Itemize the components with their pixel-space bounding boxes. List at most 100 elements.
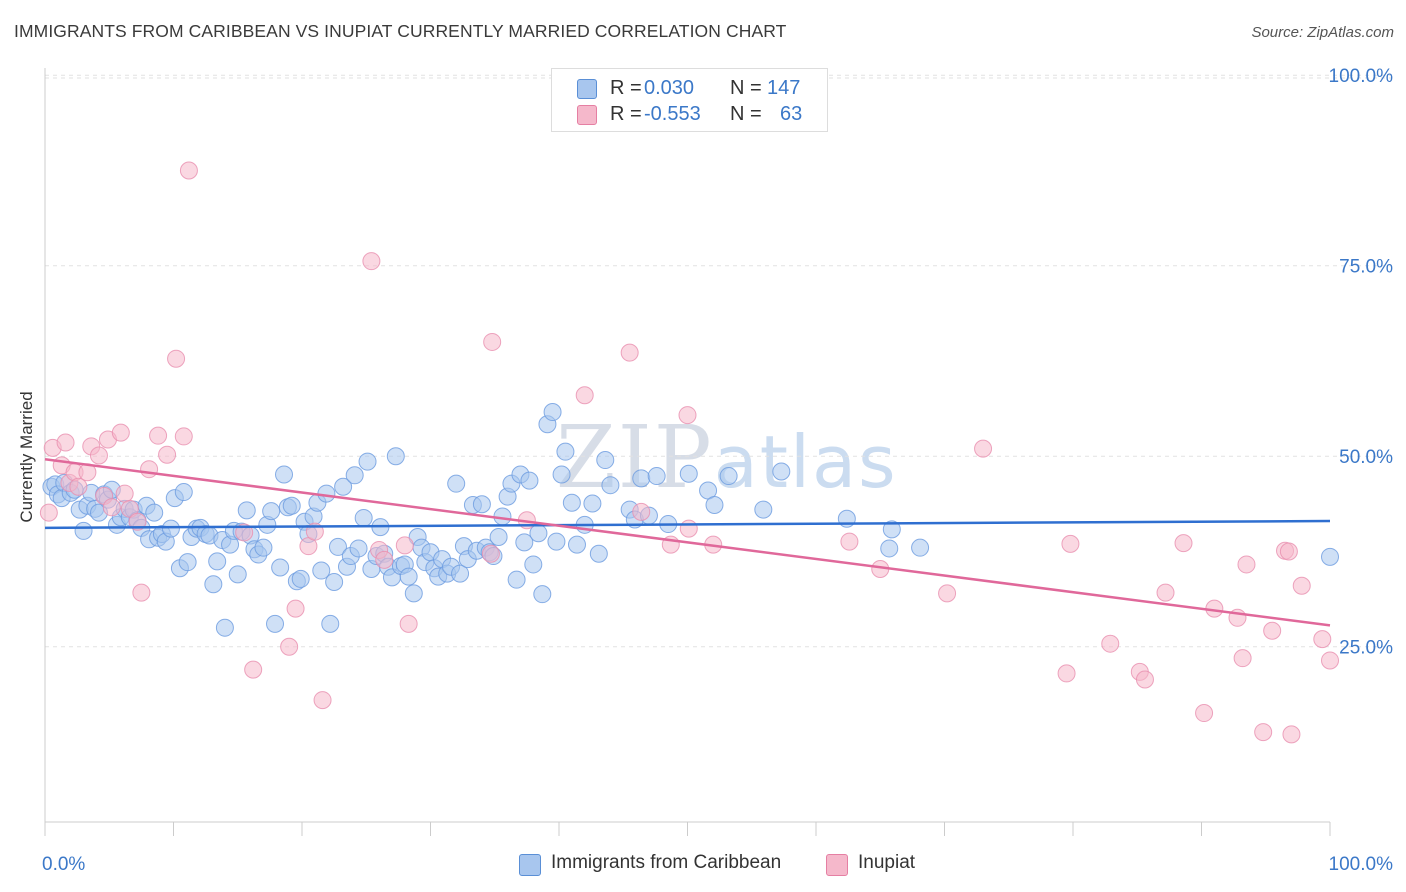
inupiat-point (840, 532, 859, 551)
caribbean-point (647, 467, 666, 486)
caribbean-point (275, 465, 294, 484)
inupiat-point (938, 584, 957, 603)
caribbean-point (262, 502, 281, 521)
chart-title: IMMIGRANTS FROM CARIBBEAN VS INUPIAT CUR… (14, 21, 787, 41)
inupiat-point (679, 519, 698, 538)
caribbean-point (472, 495, 491, 514)
watermark-atlas: atlas (713, 420, 898, 504)
inupiat-trend-line (44, 458, 1331, 627)
inupiat-point (132, 583, 151, 602)
x-tick-label: 100.0% (1329, 854, 1394, 875)
caribbean-point (317, 484, 336, 503)
caribbean-point (632, 469, 651, 488)
n-label: N = (730, 77, 762, 99)
inupiat-point (575, 386, 594, 405)
stats-legend: R = 0.030 N = 147 R = -0.553 N = 63 (551, 68, 828, 132)
caribbean-point (547, 532, 566, 551)
caribbean-point (174, 483, 193, 502)
inupiat-point (620, 343, 639, 362)
caribbean-point (772, 462, 791, 481)
caribbean-legend-swatch (519, 854, 541, 876)
r-value: 0.030 (644, 77, 695, 99)
inupiat-point (1263, 621, 1282, 640)
caribbean-point (161, 519, 180, 538)
caribbean-point (880, 539, 899, 558)
n-label: N = (730, 103, 762, 125)
watermark-zip: ZIP (556, 408, 714, 508)
caribbean-point (74, 521, 93, 540)
inupiat-point (115, 484, 134, 503)
inupiat-point (56, 433, 75, 452)
r-label: R = (610, 77, 642, 99)
caribbean-point (325, 572, 344, 591)
caribbean-point (507, 570, 526, 589)
caribbean-point (328, 537, 347, 556)
caribbean-point (254, 538, 273, 557)
caribbean-point (754, 500, 773, 519)
caribbean-swatch (577, 79, 597, 99)
caribbean-point (705, 496, 724, 515)
y-tick-label: 100.0% (1329, 66, 1394, 87)
inupiat-point (1195, 704, 1214, 723)
caribbean-point (291, 569, 310, 588)
caribbean-point (345, 466, 364, 485)
caribbean-point (567, 535, 586, 554)
inupiat-point (1061, 534, 1080, 553)
caribbean-point (354, 508, 373, 527)
stats-row-inupiat: R = -0.553 N = 63 (552, 100, 827, 128)
caribbean-point (334, 477, 353, 496)
caribbean-point (266, 614, 285, 633)
caribbean-point (524, 555, 543, 574)
caribbean-point (271, 558, 290, 577)
caribbean-point (543, 403, 562, 422)
inupiat-point (313, 691, 332, 710)
caribbean-point (404, 584, 423, 603)
inupiat-point (399, 614, 418, 633)
inupiat-point (1321, 651, 1339, 670)
caribbean-point (208, 552, 227, 571)
inupiat-point (1101, 634, 1120, 653)
inupiat-point (158, 445, 177, 464)
inupiat-point (1282, 725, 1301, 744)
caribbean-point (178, 553, 197, 572)
inupiat-point (362, 252, 381, 271)
caribbean-point (556, 442, 575, 461)
caribbean-point (228, 565, 247, 584)
r-value: -0.553 (644, 103, 701, 125)
inupiat-point (395, 536, 414, 555)
caribbean-point (1321, 547, 1339, 566)
inupiat-point (1156, 583, 1175, 602)
caribbean-point (882, 520, 901, 539)
caribbean-point (489, 528, 508, 547)
watermark: ZIPatlas (556, 408, 898, 508)
inupiat-point (1057, 664, 1076, 683)
caribbean-point (215, 618, 234, 637)
caribbean-point (719, 467, 738, 486)
caribbean-point (312, 561, 331, 580)
caribbean-point (237, 501, 256, 520)
inupiat-point (974, 439, 993, 458)
caribbean-point (451, 564, 470, 583)
inupiat-point (286, 599, 305, 618)
inupiat-point (1174, 534, 1193, 553)
caribbean-point (589, 544, 608, 563)
caribbean-point (596, 451, 615, 470)
inupiat-point (1233, 649, 1252, 668)
inupiat-point (111, 423, 130, 442)
inupiat-point (140, 460, 159, 479)
n-value: 63 (780, 103, 803, 125)
inupiat-point (1254, 723, 1273, 742)
series-legend: Immigrants from Caribbean Inupiat (0, 852, 1406, 878)
caribbean-point (533, 585, 552, 604)
inupiat-point (69, 477, 88, 496)
inupiat-point (1313, 630, 1332, 649)
caribbean-point (583, 494, 602, 513)
caribbean-point (911, 538, 930, 557)
caribbean-point (552, 465, 571, 484)
inupiat-point (375, 550, 394, 569)
inupiat-swatch (577, 105, 597, 125)
inupiat-point (102, 498, 121, 517)
inupiat-point (1135, 670, 1154, 689)
caribbean-point (520, 471, 539, 490)
